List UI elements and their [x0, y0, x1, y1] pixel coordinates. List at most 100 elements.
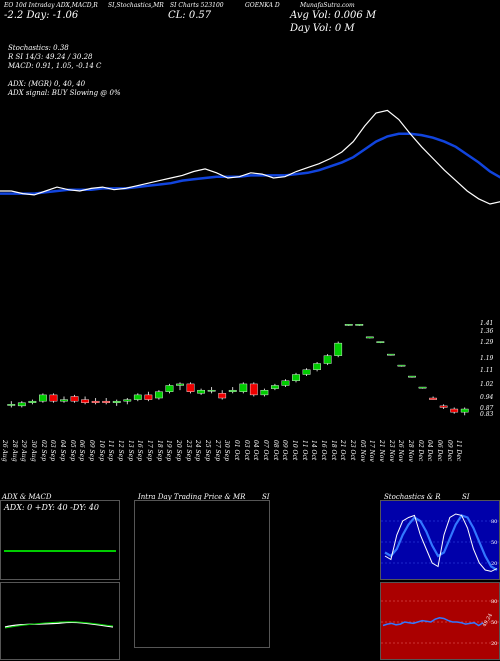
- price-tick-label: 1.11: [480, 367, 494, 375]
- date-tick-label: 05 Nov: [358, 440, 366, 462]
- candle-body: [302, 369, 311, 375]
- date-tick-label: 19 Sep: [165, 440, 173, 462]
- date-tick-label: 25 Sep: [204, 440, 211, 462]
- date-tick-label: 09 Dec: [445, 440, 453, 462]
- adx-panel: ADX: 0 +DY: 40 -DY: 40: [0, 500, 120, 580]
- price-tick-label: 0.83: [480, 411, 494, 419]
- stoch-tick-label: 80: [491, 519, 497, 525]
- date-tick-label: 17 Nov: [368, 440, 376, 462]
- mr-panel-title: Intra Day Trading Price & MR: [138, 493, 246, 501]
- date-tick-label: 12 Sep: [117, 440, 124, 462]
- candle-body: [218, 393, 227, 399]
- candle-body: [450, 408, 459, 413]
- candle-body: [418, 386, 427, 389]
- candle-body: [197, 389, 205, 394]
- date-tick-label: 21 Oct: [339, 440, 347, 461]
- macd-mini-chart: [4, 621, 114, 629]
- macd-panel: [0, 582, 120, 660]
- candle-body: [176, 383, 184, 386]
- mr-panel-si: SI: [262, 493, 270, 501]
- rsi-line: [382, 617, 484, 627]
- rsi-tick-label: 20: [491, 641, 497, 647]
- adx-panel-title: ADX & MACD: [2, 493, 52, 501]
- date-tick-label: 08 Oct: [271, 440, 279, 461]
- date-tick-label: 02 Dec: [416, 440, 424, 462]
- stoch-panel-si: SI: [462, 493, 470, 501]
- candle-body: [260, 389, 269, 396]
- candle-body: [429, 397, 437, 400]
- stoch-d-line: [384, 514, 498, 571]
- candle-body: [344, 324, 353, 326]
- date-tick-label: 04 Oct: [252, 440, 260, 461]
- date-tick-label: 09 Sep: [88, 440, 95, 462]
- date-tick-label: 30 Aug: [30, 440, 37, 462]
- header-line1-mid: SI,Stochastics,MR: [108, 2, 164, 9]
- candle-body: [70, 396, 79, 402]
- header-line1-left: EO 10d Intraday ADX,MACD,R: [4, 2, 98, 9]
- close-value: CL: 0.57: [168, 10, 212, 21]
- date-tick-label: 10 Oct: [291, 440, 298, 461]
- main-chart: [0, 109, 500, 416]
- date-tick-label: 20 Sep: [175, 440, 182, 462]
- candle-body: [7, 404, 16, 406]
- candle-body: [144, 394, 153, 400]
- day-change: -2.2 Day: -1.06: [4, 10, 79, 21]
- candle-body: [271, 385, 279, 389]
- date-tick-label: 18 Sep: [155, 440, 163, 462]
- date-tick-label: 11 Oct: [300, 440, 308, 461]
- date-tick-label: 11 Dec: [455, 440, 463, 462]
- date-tick-label: 29 Aug: [20, 440, 28, 462]
- candle-body: [81, 399, 89, 403]
- date-tick-label: 21 Nov: [378, 440, 385, 462]
- candle-body: [133, 394, 142, 400]
- date-tick-label: 02 Sep: [39, 440, 47, 462]
- date-tick-label: 23 Oct: [349, 440, 356, 461]
- date-tick-label: 28 Nov: [407, 440, 414, 462]
- candle-body: [186, 383, 195, 392]
- candle-body: [355, 324, 364, 326]
- stoch-panel: 80 50 20: [380, 500, 500, 580]
- candle-body: [28, 400, 37, 403]
- header-line1-right: GOENKA D: [245, 2, 280, 9]
- date-tick-label: 11 Sep: [107, 440, 115, 462]
- stoch-panel-title: Stochastics & R: [384, 493, 441, 501]
- candle-body: [102, 400, 111, 403]
- candle-body: [365, 336, 374, 339]
- date-tick-label: 24 Sep: [194, 440, 202, 462]
- date-tick-label: 26 Nov: [397, 440, 405, 462]
- date-tick-label: 01 Oct: [233, 440, 240, 461]
- price-tick-label: 1.41: [480, 320, 494, 328]
- adx-values: ADX: 0 +DY: 40 -DY: 40: [4, 503, 99, 512]
- candle-body: [313, 363, 321, 370]
- price-tick-label: 0.87: [480, 405, 494, 412]
- date-tick-label: 06 Dec: [436, 440, 443, 462]
- candle-body: [228, 389, 237, 392]
- candle-body: [155, 391, 163, 399]
- candle-body: [334, 342, 343, 356]
- date-tick-label: 28 Aug: [10, 440, 18, 462]
- header-line1-mid2: SI Charts 523100: [170, 2, 224, 9]
- candle-body: [17, 402, 26, 407]
- candle-body: [323, 355, 332, 364]
- price-tick-label: 1.19: [480, 354, 494, 362]
- avg-volume: Avg Vol: 0.006 M: [290, 10, 377, 21]
- candle-body: [60, 399, 68, 402]
- adx-signal-stat: ADX signal: BUY Slowing @ 0%: [8, 89, 121, 97]
- date-tick-label: 04 Dec: [426, 440, 434, 462]
- candle-body: [39, 394, 47, 402]
- date-tick-label: 14 Oct: [310, 440, 318, 461]
- stoch-tick-label: 20: [491, 561, 497, 567]
- stoch-k-line: [384, 513, 498, 572]
- date-tick-label: 16 Sep: [136, 440, 144, 462]
- adx-line: [4, 550, 116, 552]
- price-tick-label: 1.36: [480, 328, 494, 336]
- candle-body: [123, 399, 132, 402]
- stoch-stat: Stochastics: 0.38: [8, 44, 69, 52]
- candle-body: [292, 374, 300, 381]
- day-volume: Day Vol: 0 M: [290, 23, 355, 34]
- candle-body: [49, 394, 58, 402]
- rsi-panel: 80 50 20 49.24: [380, 582, 500, 660]
- candle-body: [376, 341, 385, 343]
- candle-body: [239, 383, 248, 392]
